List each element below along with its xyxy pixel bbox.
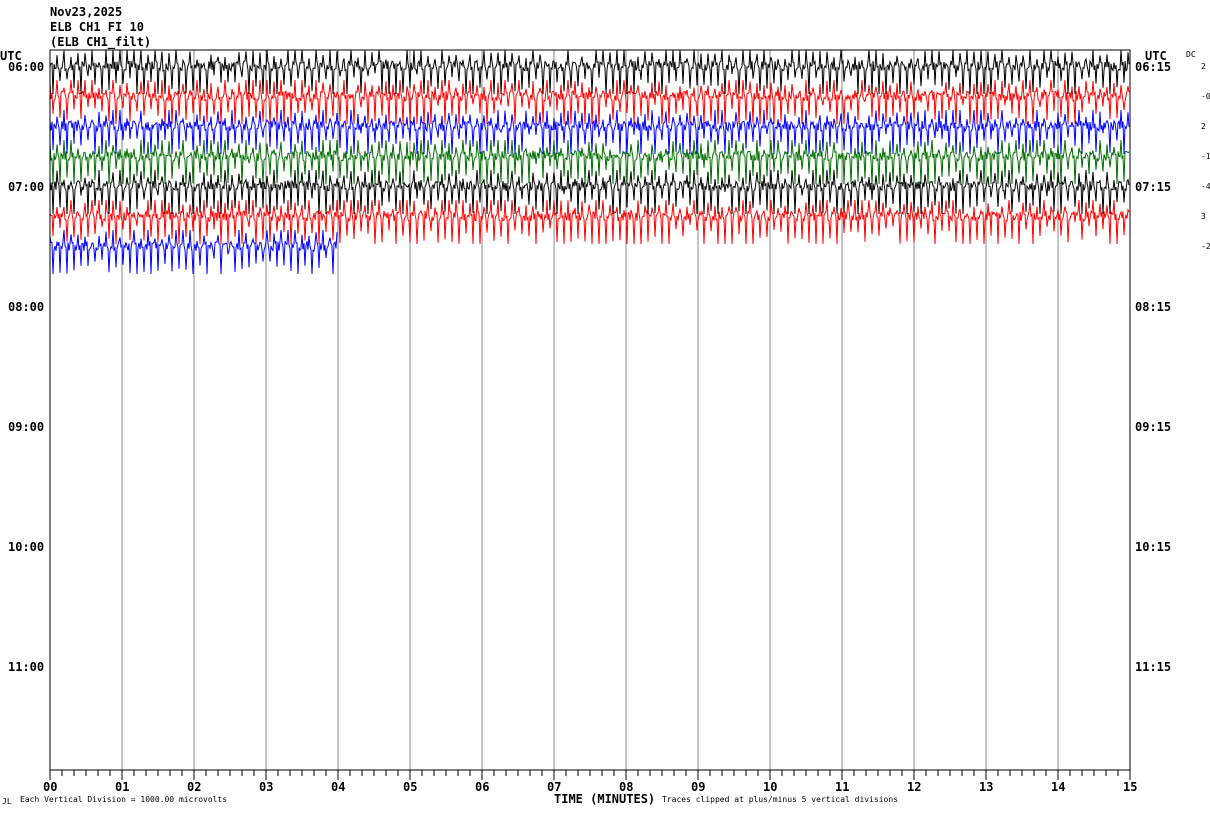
trace-row-06:30 bbox=[49, 109, 1130, 155]
dc-offset-label: -1 bbox=[1201, 152, 1210, 161]
x-axis-title: TIME (MINUTES) bbox=[554, 792, 655, 806]
left-time-label: 06:00 bbox=[8, 60, 44, 74]
dc-offset-label: 2 bbox=[1201, 62, 1206, 71]
dc-offset-label: 2 bbox=[1201, 122, 1206, 131]
trace-row-06:15 bbox=[49, 79, 1130, 125]
x-tick-label: 11 bbox=[835, 780, 849, 794]
right-time-label: 09:15 bbox=[1135, 420, 1171, 434]
right-time-label: 08:15 bbox=[1135, 300, 1171, 314]
x-tick-label: 08 bbox=[619, 780, 633, 794]
trace-row-06:00 bbox=[49, 49, 1130, 95]
right-time-label: 06:15 bbox=[1135, 60, 1171, 74]
x-tick-label: 12 bbox=[907, 780, 921, 794]
left-time-label: 08:00 bbox=[8, 300, 44, 314]
trace-row-07:15 bbox=[49, 199, 1130, 245]
scale-label: Each Vertical Division = 1000.00 microvo… bbox=[20, 795, 227, 804]
x-tick-label: 09 bbox=[691, 780, 705, 794]
dc-label: DC bbox=[1186, 50, 1196, 59]
trace-row-06:45 bbox=[49, 139, 1130, 185]
x-tick-label: 03 bbox=[259, 780, 273, 794]
right-time-label: 10:15 bbox=[1135, 540, 1171, 554]
right-time-label: 07:15 bbox=[1135, 180, 1171, 194]
trace-row-07:00 bbox=[49, 169, 1130, 215]
axis-labels: 00 01 02 03 04 05 06 07 08 09 10 11 12 13 14 15 06:00 07:… bbox=[8, 60, 1210, 794]
station-label: ELB CH1 FI 10 bbox=[50, 20, 144, 34]
dc-offset-label: -4 bbox=[1201, 182, 1210, 191]
x-tick-label: 05 bbox=[403, 780, 417, 794]
left-time-label: 11:00 bbox=[8, 660, 44, 674]
corner-label: JL bbox=[2, 797, 12, 806]
right-utc-label: UTC bbox=[1145, 49, 1167, 63]
dc-offset-label: -2 bbox=[1201, 242, 1210, 251]
left-time-label: 10:00 bbox=[8, 540, 44, 554]
clip-label: Traces clipped at plus/minus 5 vertical … bbox=[662, 795, 898, 804]
x-tick-label: 02 bbox=[187, 780, 201, 794]
trace-row-07:30 bbox=[49, 229, 338, 275]
x-tick-label: 13 bbox=[979, 780, 993, 794]
left-utc-label: UTC bbox=[0, 49, 22, 63]
plot-frame bbox=[49, 49, 1131, 771]
x-tick-label: 06 bbox=[475, 780, 489, 794]
x-tick-label: 10 bbox=[763, 780, 777, 794]
dc-offset-label: 3 bbox=[1201, 212, 1206, 221]
x-tick-label: 00 bbox=[43, 780, 57, 794]
dc-offset-label: -0 bbox=[1201, 92, 1210, 101]
right-time-label: 11:15 bbox=[1135, 660, 1171, 674]
channel-label: (ELB CH1_filt) bbox=[50, 35, 151, 50]
x-tick-label: 04 bbox=[331, 780, 345, 794]
x-tick-label: 07 bbox=[547, 780, 561, 794]
left-time-label: 09:00 bbox=[8, 420, 44, 434]
date-label: Nov23,2025 bbox=[50, 5, 122, 19]
left-time-label: 07:00 bbox=[8, 180, 44, 194]
x-tick-label: 14 bbox=[1051, 780, 1065, 794]
traces bbox=[49, 49, 1130, 275]
x-tick-label: 01 bbox=[115, 780, 129, 794]
grid bbox=[49, 50, 1131, 780]
x-tick-label: 15 bbox=[1123, 780, 1137, 794]
